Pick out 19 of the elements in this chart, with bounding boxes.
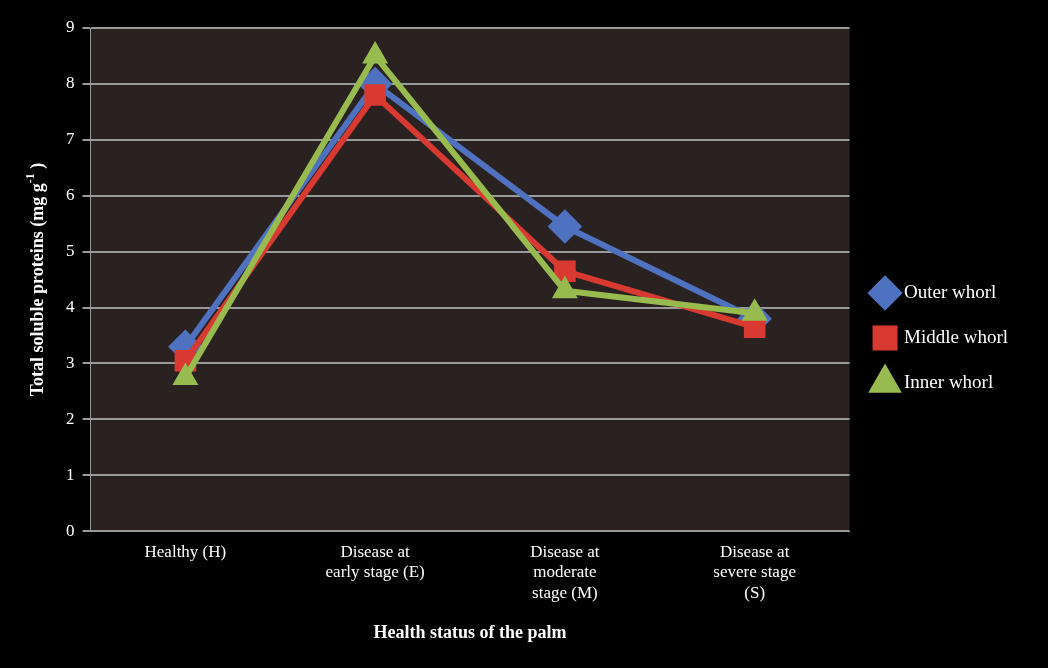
- y-tick-label: 2: [66, 408, 75, 428]
- y-tick-label: 0: [66, 520, 75, 540]
- y-tick-label: 6: [66, 185, 75, 205]
- y-tick-label: 9: [66, 17, 75, 37]
- legend-label: Outer whorl: [904, 280, 997, 302]
- legend-label: Inner whorl: [904, 370, 994, 392]
- y-tick-label: 4: [66, 297, 75, 317]
- x-tick-label: Disease at early stage (E): [325, 541, 425, 582]
- x-tick-label: Disease at moderate stage (M): [530, 541, 600, 602]
- x-tick-label: Disease at severe stage (S): [713, 541, 796, 602]
- y-tick-label: 3: [66, 352, 75, 372]
- y-axis-title: Total soluble proteins (mg g-1 ): [23, 162, 48, 397]
- y-tick-label: 5: [66, 241, 75, 261]
- y-tick-label: 1: [66, 464, 75, 484]
- legend-label: Middle whorl: [904, 325, 1009, 347]
- x-axis-title: Health status of the palm: [373, 621, 567, 642]
- y-tick-label: 7: [66, 129, 75, 149]
- y-tick-label: 8: [66, 73, 75, 93]
- x-tick-label: Healthy (H): [144, 541, 227, 561]
